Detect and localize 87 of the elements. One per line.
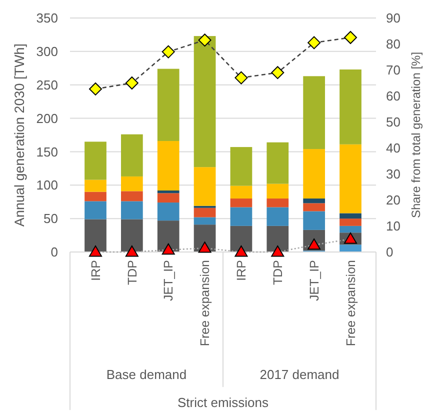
bar	[157, 193, 180, 203]
y2-tick-label: 80	[386, 36, 400, 52]
bar	[121, 176, 143, 192]
y2-tick-label: 50	[386, 114, 400, 130]
y2-tick-label: 0	[386, 244, 394, 260]
bar	[84, 180, 106, 192]
y2-tick-label: 10	[386, 218, 400, 234]
bar	[84, 219, 106, 252]
bar	[121, 219, 143, 252]
bar	[157, 68, 180, 142]
y-tick-label: 200	[36, 110, 58, 126]
bar	[194, 217, 216, 225]
point	[271, 246, 284, 257]
y2-tick-label: 30	[386, 166, 400, 182]
y2-tick-label: 40	[386, 140, 400, 156]
bar	[84, 201, 106, 220]
y-axis-title: Annual generation 2030 [TWh]	[12, 43, 27, 227]
x-tick-label: JET_IP	[307, 260, 322, 301]
point	[125, 76, 138, 90]
y-tick-label: 50	[44, 211, 58, 226]
text: 2017 demand	[260, 367, 340, 382]
text: Base demand	[106, 367, 187, 382]
y-tick-label: 300	[36, 44, 58, 59]
bar	[303, 211, 325, 230]
text: Strict emissions	[177, 395, 270, 410]
bar	[157, 190, 180, 194]
bar	[194, 167, 216, 206]
y-tick-label: 0	[50, 244, 58, 260]
point	[89, 246, 102, 257]
y-tick-label: 150	[36, 144, 58, 160]
bar	[340, 69, 362, 144]
x-tick-label: JET_IP	[162, 260, 176, 301]
point	[89, 82, 102, 96]
point	[344, 232, 357, 244]
point	[162, 45, 175, 58]
bar	[340, 244, 362, 252]
point	[198, 34, 212, 47]
bar	[266, 207, 289, 226]
bar	[303, 149, 325, 199]
bar	[157, 202, 180, 221]
y2-tick-label: 20	[386, 192, 400, 208]
bar	[84, 142, 106, 180]
x-tick-label: TDP	[271, 260, 286, 285]
bar	[266, 226, 289, 252]
bar	[194, 208, 216, 218]
bar	[266, 198, 289, 208]
point	[271, 66, 284, 80]
bar	[230, 198, 252, 208]
bar	[303, 198, 325, 204]
bar	[194, 36, 216, 168]
bar	[157, 141, 180, 190]
bar	[340, 218, 362, 226]
point	[125, 246, 138, 257]
bar	[266, 142, 289, 184]
x-tick-label: Free expansion	[344, 260, 358, 346]
bar	[121, 191, 143, 202]
y-tick-label: 100	[36, 178, 58, 193]
y2-tick-label: 60	[386, 88, 400, 104]
bar	[303, 203, 325, 212]
bar	[303, 76, 325, 150]
y-tick-label: 350	[36, 10, 58, 26]
point	[162, 243, 175, 255]
y2-axis-title: Share from total generation [%]	[409, 52, 423, 218]
x-tick-label: IRP	[234, 260, 249, 281]
point	[234, 71, 248, 84]
bar	[157, 220, 180, 252]
x-tick-label: IRP	[88, 260, 103, 281]
bar	[230, 207, 252, 226]
bar	[230, 186, 252, 199]
bar	[121, 134, 143, 176]
x-tick-label: TDP	[125, 260, 140, 285]
bar	[121, 201, 143, 220]
bar	[266, 184, 289, 199]
y2-tick-label: 70	[386, 62, 400, 78]
point	[308, 36, 321, 50]
x-tick-label: Free expansion	[198, 260, 212, 346]
y2-tick-label: 90	[386, 10, 400, 26]
point	[234, 246, 248, 257]
point	[344, 31, 357, 44]
bar	[340, 226, 362, 233]
y-tick-label: 250	[36, 77, 58, 92]
bar	[230, 147, 252, 186]
bar	[340, 144, 362, 214]
bar	[84, 192, 106, 202]
bar	[230, 226, 252, 252]
bar	[340, 213, 362, 219]
point	[198, 242, 212, 253]
